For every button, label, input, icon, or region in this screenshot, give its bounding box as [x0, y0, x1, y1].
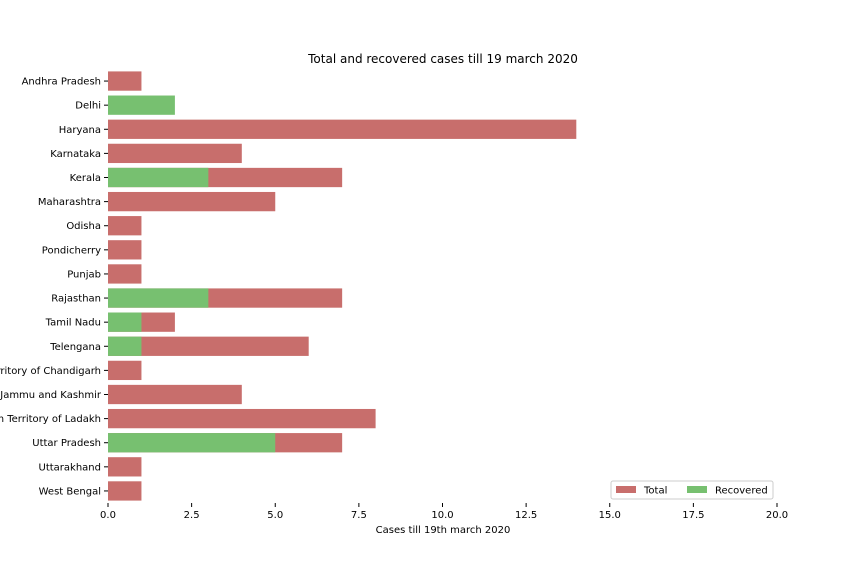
x-tick-label: 17.5: [682, 510, 704, 521]
y-tick-label: Odisha: [66, 221, 101, 232]
y-tick-label: Rajasthan: [51, 294, 101, 305]
bar-recovered-9: [108, 288, 209, 308]
y-tick-label: Haryana: [59, 125, 101, 136]
bar-total-11: [108, 336, 309, 356]
bars-group: [108, 71, 577, 501]
x-tick-label: 7.5: [351, 510, 367, 521]
bar-total-5: [108, 191, 276, 212]
bar-total-12: [108, 360, 142, 381]
y-tick-label: Uttar Pradesh: [32, 438, 101, 449]
bar-total-2: [108, 119, 577, 139]
y-tick-label: Kerala: [70, 173, 101, 184]
bar-recovered-1: [108, 95, 175, 115]
x-axis-label: Cases till 19th march 2020: [376, 525, 511, 536]
bar-total-7: [108, 240, 142, 260]
bar-total-0: [108, 71, 142, 91]
y-tick-label: Union Territory of Jammu and Kashmir: [0, 390, 102, 401]
y-tick-labels: Andhra Pradesh Delhi Haryana Karnataka Keral…: [0, 77, 108, 497]
bar-total-17: [108, 481, 142, 501]
legend-swatch-total: [616, 486, 636, 493]
y-tick-label: Union Territory of Chandigarh: [0, 366, 101, 377]
y-tick-label: Karnataka: [50, 149, 101, 160]
legend-label-recovered: Recovered: [715, 486, 768, 497]
y-tick-label: Delhi: [75, 101, 101, 112]
bar-recovered-11: [108, 336, 142, 356]
bar-recovered-15: [108, 433, 276, 453]
y-tick-label: West Bengal: [39, 486, 101, 497]
y-tick-label: Pondicherry: [42, 245, 101, 256]
x-tick-label: 10.0: [431, 510, 453, 521]
x-tick-label: 5.0: [267, 510, 283, 521]
y-tick-label: Uttarakhand: [39, 462, 101, 473]
legend: Total Recovered: [610, 480, 774, 500]
y-tick-label: Telengana: [49, 342, 101, 353]
y-tick-label: Maharashtra: [38, 197, 101, 208]
bar-total-6: [108, 216, 142, 236]
bar-total-13: [108, 384, 242, 405]
x-tick-label: 0.0: [100, 510, 116, 521]
y-tick-label: Tamil Nadu: [45, 318, 101, 329]
y-tick-label: Union Territory of Ladakh: [0, 414, 101, 425]
legend-label-total: Total: [643, 486, 667, 497]
chart-title: Total and recovered cases till 19 march …: [307, 52, 578, 66]
bar-total-3: [108, 143, 242, 164]
bar-recovered-10: [108, 312, 142, 332]
x-tick-label: 2.5: [184, 510, 200, 521]
x-tick-label: 20.0: [766, 510, 788, 521]
bar-recovered-4: [108, 167, 209, 188]
y-tick-label: Punjab: [67, 269, 101, 280]
bar-total-14: [108, 408, 376, 429]
x-tick-label: 15.0: [599, 510, 621, 521]
legend-swatch-recovered: [687, 486, 707, 493]
x-ticks: 0.0 2.5 5.0 7.5 10.0 12.5 15.0 17.5 20.0: [100, 503, 788, 521]
bar-total-16: [108, 457, 142, 477]
y-tick-label: Andhra Pradesh: [22, 77, 101, 88]
x-tick-label: 12.5: [515, 510, 537, 521]
bar-total-8: [108, 264, 142, 284]
